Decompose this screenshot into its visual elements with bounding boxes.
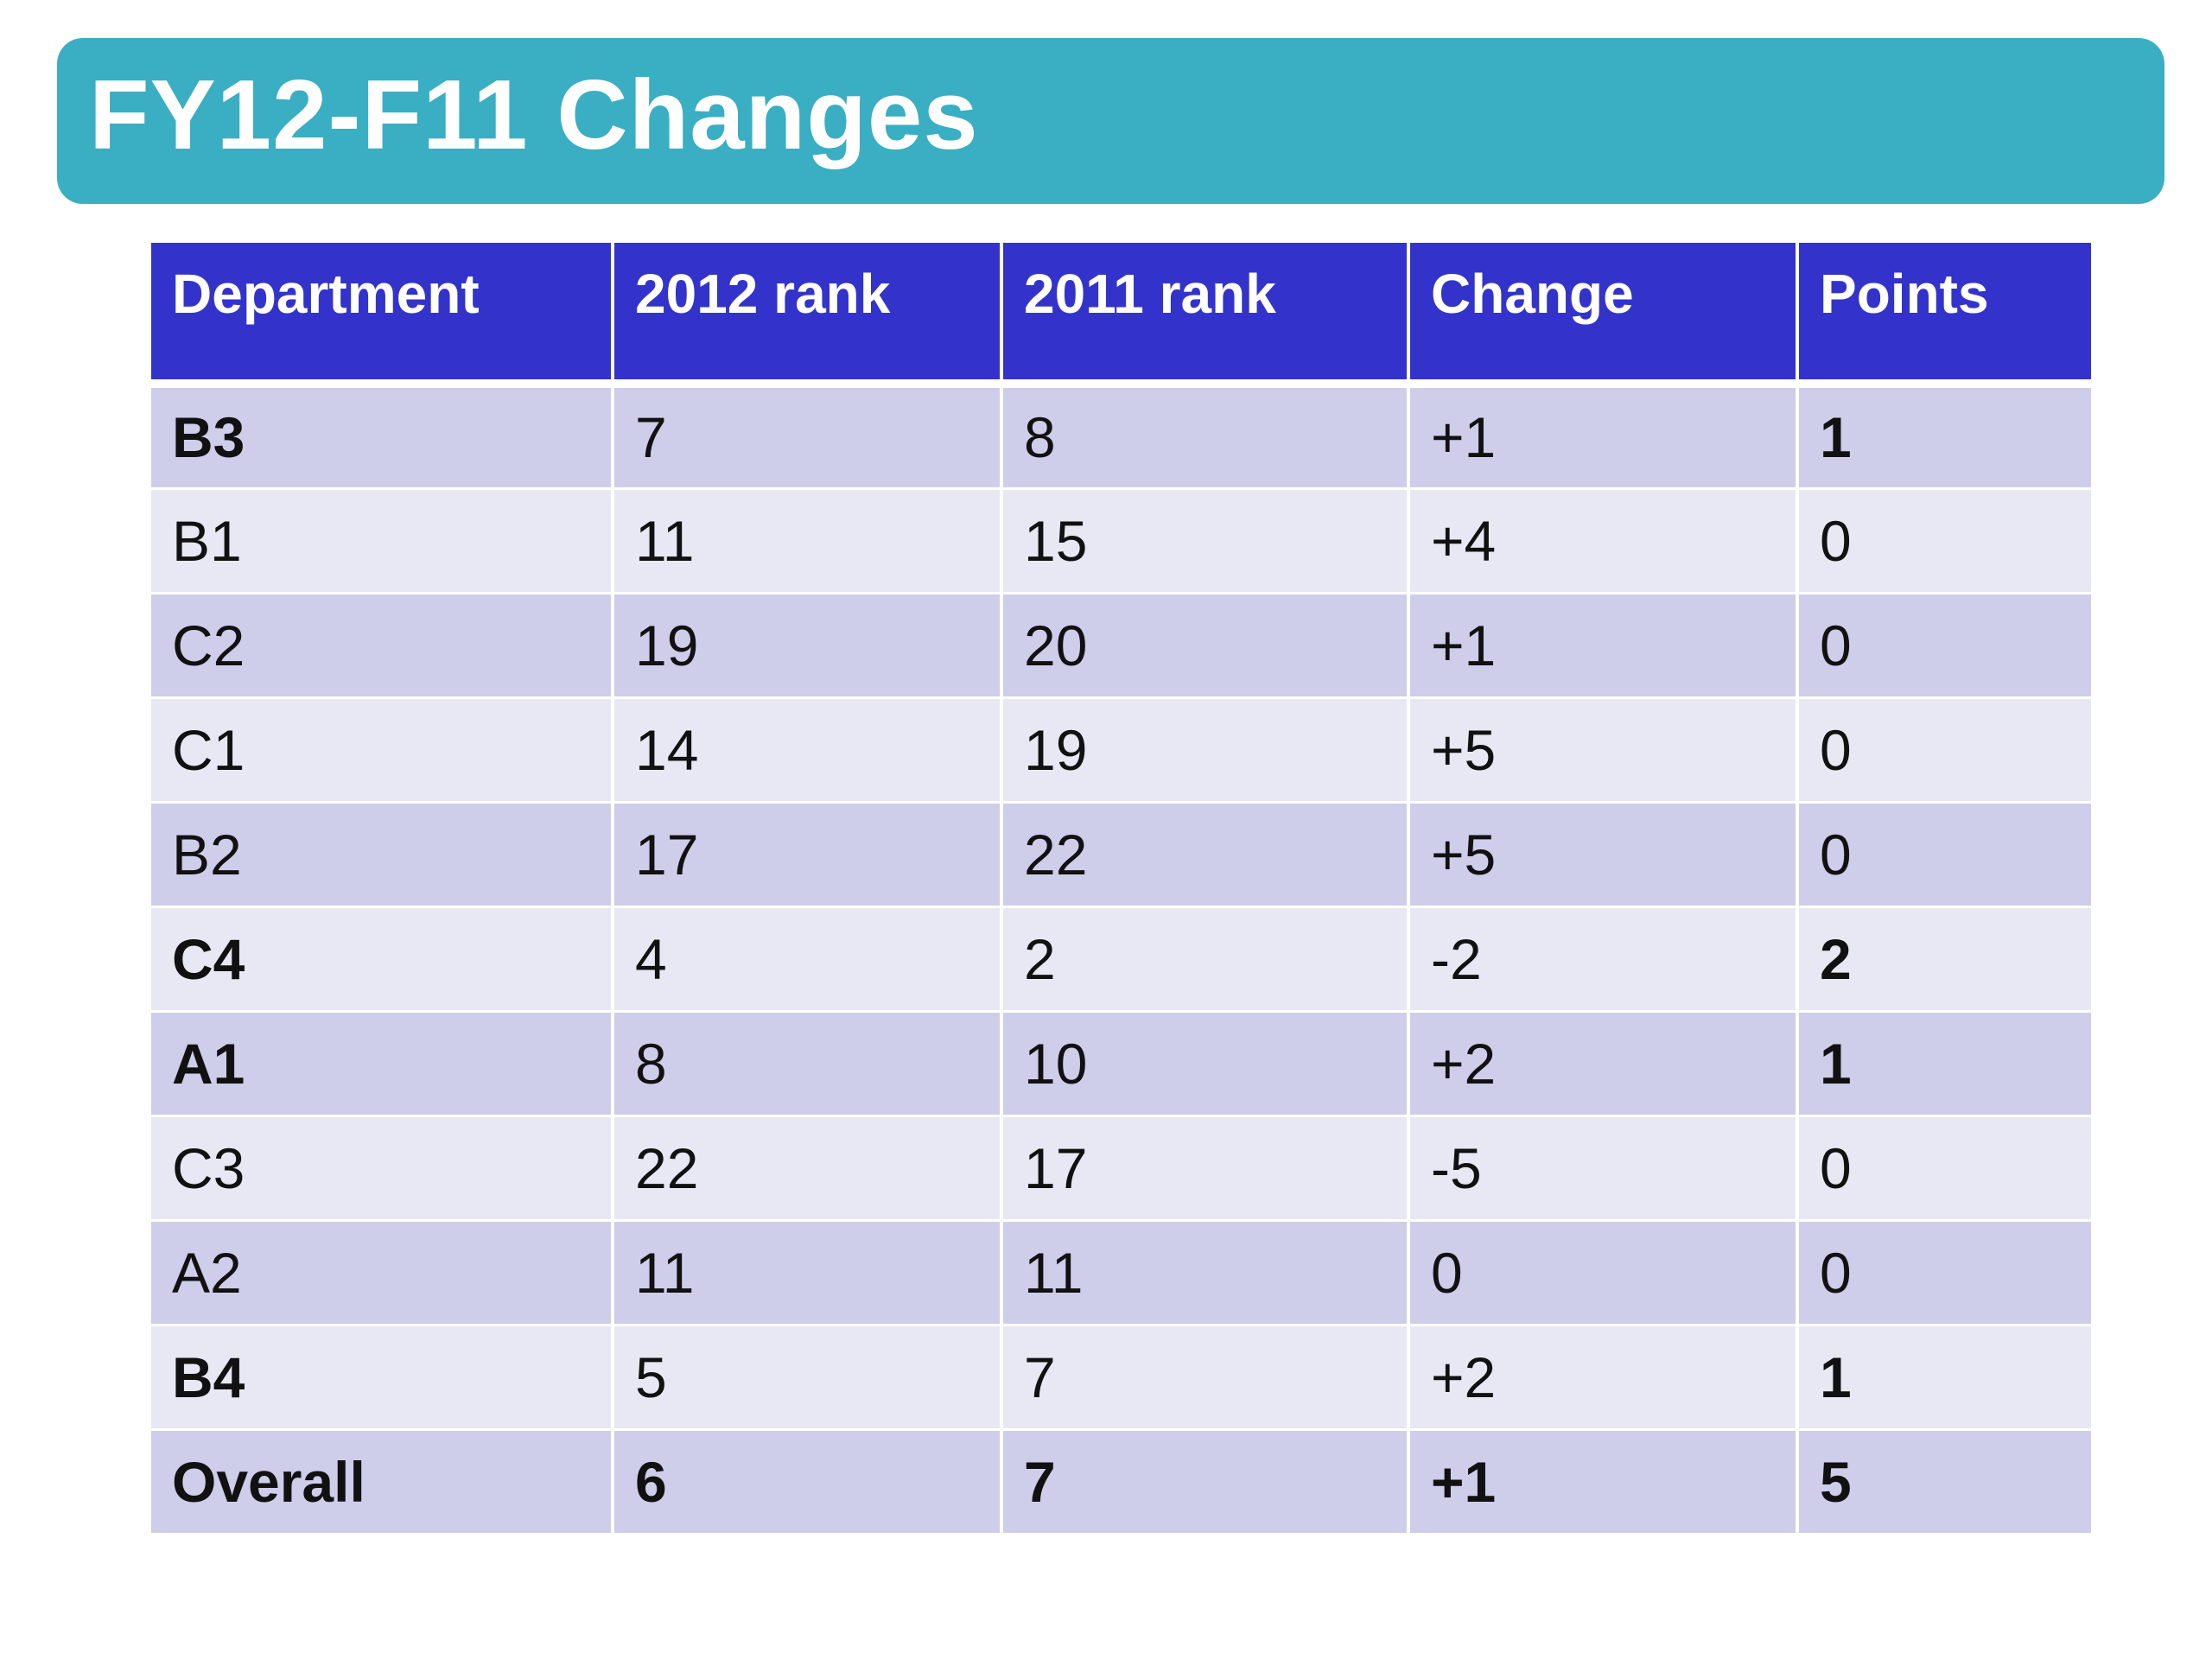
cell-change: +1 <box>1408 593 1799 699</box>
cell-points: 0 <box>1797 1116 2091 1222</box>
cell-2011-rank: 20 <box>1001 593 1410 699</box>
cell-change: 0 <box>1408 1220 1799 1326</box>
table-row: B3 7 8 +1 1 <box>151 384 2091 490</box>
cell-points: 1 <box>1797 1325 2091 1431</box>
table-row: C1 14 19 +5 0 <box>151 697 2091 804</box>
table-body: B3 7 8 +1 1 B1 11 15 +4 0 C2 19 20 +1 0 C1 14 19 +5 0 B2 17 22… <box>151 384 2091 1535</box>
title-banner: FY12-F11 Changes <box>57 38 2164 204</box>
cell-department: B1 <box>151 488 614 594</box>
cell-points: 1 <box>1797 1011 2091 1117</box>
table-row: A2 11 11 0 0 <box>151 1220 2091 1326</box>
cell-2012-rank: 11 <box>613 1220 1003 1326</box>
cell-points: 0 <box>1797 488 2091 594</box>
header-2011-rank: 2011 rank <box>1001 243 1410 388</box>
slide-title: FY12-F11 Changes <box>89 60 979 170</box>
cell-points: 0 <box>1797 697 2091 804</box>
cell-points: 0 <box>1797 593 2091 699</box>
cell-2011-rank: 22 <box>1001 802 1410 908</box>
cell-2011-rank: 11 <box>1001 1220 1410 1326</box>
cell-department: C3 <box>151 1116 614 1222</box>
cell-2011-rank: 2 <box>1001 906 1410 1013</box>
cell-2011-rank: 17 <box>1001 1116 1410 1222</box>
cell-2012-rank: 14 <box>613 697 1003 804</box>
table-row: B1 11 15 +4 0 <box>151 488 2091 594</box>
cell-change: +1 <box>1408 1429 1799 1535</box>
table-row: B2 17 22 +5 0 <box>151 802 2091 908</box>
cell-department: C2 <box>151 593 614 699</box>
cell-change: +2 <box>1408 1011 1799 1117</box>
cell-change: +1 <box>1408 384 1799 490</box>
cell-change: -5 <box>1408 1116 1799 1222</box>
cell-department: B3 <box>151 384 614 490</box>
cell-2011-rank: 15 <box>1001 488 1410 594</box>
cell-points: 5 <box>1797 1429 2091 1535</box>
table-row: B4 5 7 +2 1 <box>151 1325 2091 1431</box>
cell-department: Overall <box>151 1429 614 1535</box>
cell-change: +2 <box>1408 1325 1799 1431</box>
header-department: Department <box>151 243 614 388</box>
cell-change: +5 <box>1408 697 1799 804</box>
table-row: A1 8 10 +2 1 <box>151 1011 2091 1117</box>
cell-2012-rank: 4 <box>613 906 1003 1013</box>
cell-2011-rank: 7 <box>1001 1429 1410 1535</box>
cell-points: 0 <box>1797 802 2091 908</box>
cell-change: +5 <box>1408 802 1799 908</box>
cell-2012-rank: 19 <box>613 593 1003 699</box>
cell-2011-rank: 10 <box>1001 1011 1410 1117</box>
rank-changes-table: Department 2012 rank 2011 rank Change Po… <box>151 243 2091 1535</box>
cell-change: +4 <box>1408 488 1799 594</box>
cell-2012-rank: 7 <box>613 384 1003 490</box>
cell-points: 1 <box>1797 384 2091 490</box>
cell-2011-rank: 7 <box>1001 1325 1410 1431</box>
table-row: Overall 6 7 +1 5 <box>151 1429 2091 1535</box>
cell-2012-rank: 6 <box>613 1429 1003 1535</box>
cell-2012-rank: 17 <box>613 802 1003 908</box>
cell-department: A2 <box>151 1220 614 1326</box>
cell-department: B2 <box>151 802 614 908</box>
cell-2012-rank: 22 <box>613 1116 1003 1222</box>
rank-changes-table-container: Department 2012 rank 2011 rank Change Po… <box>151 243 2091 1535</box>
header-change: Change <box>1408 243 1799 388</box>
cell-department: B4 <box>151 1325 614 1431</box>
table-header-row: Department 2012 rank 2011 rank Change Po… <box>151 243 2091 388</box>
header-2012-rank: 2012 rank <box>613 243 1003 388</box>
cell-department: C4 <box>151 906 614 1013</box>
cell-change: -2 <box>1408 906 1799 1013</box>
cell-points: 2 <box>1797 906 2091 1013</box>
cell-department: C1 <box>151 697 614 804</box>
cell-2012-rank: 8 <box>613 1011 1003 1117</box>
table-row: C3 22 17 -5 0 <box>151 1116 2091 1222</box>
cell-department: A1 <box>151 1011 614 1117</box>
cell-2011-rank: 19 <box>1001 697 1410 804</box>
cell-2011-rank: 8 <box>1001 384 1410 490</box>
table-row: C4 4 2 -2 2 <box>151 906 2091 1013</box>
cell-2012-rank: 11 <box>613 488 1003 594</box>
table-row: C2 19 20 +1 0 <box>151 593 2091 699</box>
cell-2012-rank: 5 <box>613 1325 1003 1431</box>
cell-points: 0 <box>1797 1220 2091 1326</box>
header-points: Points <box>1797 243 2091 388</box>
